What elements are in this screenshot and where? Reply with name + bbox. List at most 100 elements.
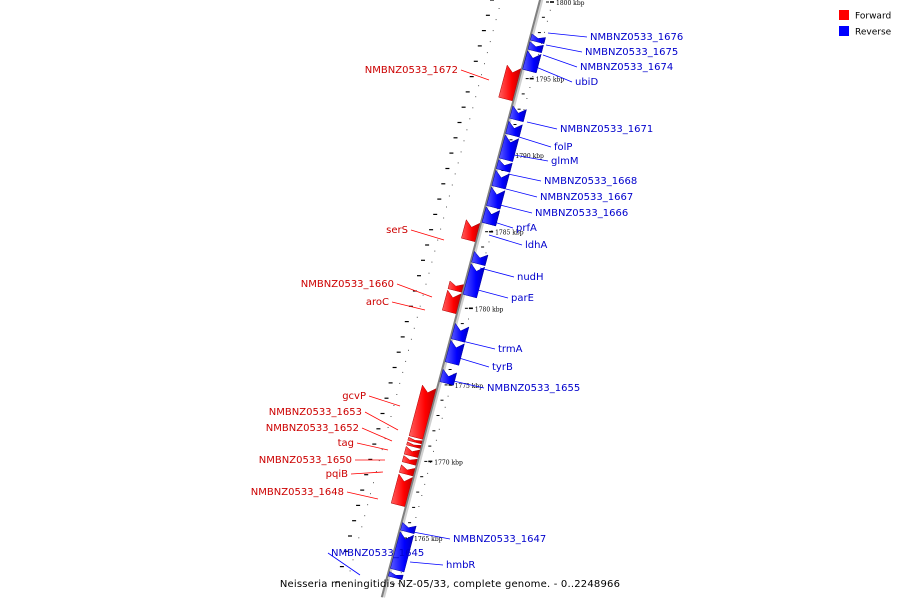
gene-arrow-nmbnz0533_1647[interactable] [400,522,417,535]
gene-arrow-sers[interactable] [461,219,481,243]
gene-arrow-nmbnz0533_1655[interactable] [439,368,458,386]
gene-label-tag[interactable]: tag [338,438,354,449]
gene-arrow-nmbnz0533_1667[interactable] [491,169,510,190]
gene-label-nmbnz0533_1672[interactable]: NMBNZ0533_1672 [365,65,458,76]
gene-label-nmbnz0533_1650[interactable]: NMBNZ0533_1650 [259,455,352,466]
backbone-dot-left [498,8,500,9]
backbone-dot-left [425,283,427,285]
backbone-dot-left [416,316,418,318]
connector-nmbnz0533_1676 [547,32,588,38]
gene-label-sers[interactable]: serS [386,225,408,236]
gene-label-aroc[interactable]: aroC [366,297,389,308]
gene-arrow-tyrb[interactable] [444,339,465,366]
backbone-dot-left [434,250,436,252]
gene-arrow-nmbnz0533_1653[interactable] [407,436,423,445]
gene-arrow-aroc[interactable] [441,289,462,315]
gene-label-ubid[interactable]: ubiD [575,77,598,88]
backbone-dot-left [481,74,482,76]
backbone-dot-left [349,570,351,572]
gene-arrow-nmbnz0533_1652[interactable] [406,441,422,449]
gene-label-nmbnz0533_1666[interactable]: NMBNZ0533_1666 [535,208,628,219]
legend-label-forward: Forward [855,12,891,22]
gene-arrow-ubid[interactable] [522,50,542,74]
backbone-dot-left [446,206,447,208]
gene-arrow-folp[interactable] [505,120,523,138]
backbone-dot-left [475,96,477,98]
connector-nmbnz0533_1675 [545,44,583,53]
gene-label-nmbnz0533_1667[interactable]: NMBNZ0533_1667 [540,192,633,203]
gene-arrow-nmbnz0533_1660[interactable] [447,280,464,293]
gene-arrow-hmbr[interactable] [390,531,415,573]
gene-label-glmm[interactable]: glmM [551,156,579,167]
backbone-dot-right [444,406,446,408]
backbone-dot-left [352,559,354,561]
backbone-dot-left [431,261,433,263]
gene-label-nmbnz0533_1653[interactable]: NMBNZ0533_1653 [269,407,362,418]
gene-arrow-pqib[interactable] [398,464,416,477]
backbone-dot-left [492,30,494,32]
backbone-dot-right [544,31,545,33]
gene-arrow-nmbnz0533_1668[interactable] [495,159,513,173]
gene-label-nmbnz0533_1676[interactable]: NMBNZ0533_1676 [590,32,683,43]
connector-nmbnz0533_1672 [460,69,490,81]
gene-arrow-nmbnz0533_1648[interactable] [390,473,413,507]
gene-label-folp[interactable]: folP [554,142,572,153]
gene-label-nmbnz0533_1655[interactable]: NMBNZ0533_1655 [487,383,580,394]
connector-ldha [488,234,523,246]
backbone-dot-right [523,109,525,110]
backbone-dot-right [488,241,490,243]
gene-arrow-pare[interactable] [462,263,486,299]
gene-label-ldha[interactable]: ldhA [525,240,547,251]
backbone-dot-left [484,63,485,65]
gene-arrow-nmbnz0533_1650[interactable] [401,455,418,466]
gene-arrow-nudh[interactable] [471,250,489,267]
tick-label: 1795 kbp [536,77,565,84]
gene-arrow-nmbnz0533_1675[interactable] [527,41,544,54]
backbone-dot-left [466,129,468,131]
connector-nmbnz0533_1674 [542,54,578,68]
backbone-dot-left [489,41,491,43]
gene-label-trma[interactable]: trmA [498,344,523,355]
gene-arrow-glmm[interactable] [498,134,520,162]
backbone-dot-right [397,583,399,585]
gene-arrow-ldha[interactable] [481,206,501,227]
backbone-dot-right [497,208,499,210]
backbone-dot-right [468,318,469,320]
connector-nmbnz0533_1660 [396,283,433,298]
gene-label-tyrb[interactable]: tyrB [492,362,513,373]
gene-label-prfa[interactable]: prfA [516,223,537,234]
backbone-dot-right [400,572,402,574]
backbone-dot-right [526,98,528,99]
gene-label-nmbnz0533_1668[interactable]: NMBNZ0533_1668 [544,176,637,187]
gene-arrow-nmbnz0533_1666[interactable] [486,186,506,210]
backbone-dot-left [370,493,371,495]
backbone-dot-left [460,151,462,153]
connector-nmbnz0533_1667 [505,188,538,198]
gene-label-nmbnz0533_1674[interactable]: NMBNZ0533_1674 [580,62,673,73]
gene-label-nudh[interactable]: nudH [517,272,544,283]
gene-label-pqib[interactable]: pqiB [326,469,348,480]
backbone-dot-left [469,118,471,120]
gene-arrow-gcvp[interactable] [408,384,437,440]
gene-label-nmbnz0533_1645[interactable]: NMBNZ0533_1645 [331,548,424,559]
gene-label-gcvp[interactable]: gcvP [342,391,366,402]
gene-label-nmbnz0533_1675[interactable]: NMBNZ0533_1675 [585,47,678,58]
gene-label-hmbr[interactable]: hmbR [446,560,475,571]
gene-arrow-nmbnz0533_1645[interactable] [388,571,404,581]
gene-label-nmbnz0533_1660[interactable]: NMBNZ0533_1660 [301,279,394,290]
gene-label-nmbnz0533_1647[interactable]: NMBNZ0533_1647 [453,534,546,545]
label-connectors [327,32,588,576]
gene-label-pare[interactable]: parE [511,293,534,304]
gene-arrow-tag[interactable] [403,445,421,458]
tick-label: 1790 kbp [515,153,544,160]
backbone-dot-left [375,471,377,473]
gene-arrow-trma[interactable] [450,322,470,343]
gene-arrow-nmbnz0533_1672[interactable] [498,64,522,102]
backbone-dot-left [361,526,363,528]
gene-label-nmbnz0533_1648[interactable]: NMBNZ0533_1648 [251,487,344,498]
gene-label-nmbnz0533_1671[interactable]: NMBNZ0533_1671 [560,124,653,135]
gene-arrow-nmbnz0533_1671[interactable] [509,105,527,123]
gene-arrow-nmbnz0533_1676[interactable] [530,33,546,45]
backbone-dot-left [408,349,409,351]
gene-label-nmbnz0533_1652[interactable]: NMBNZ0533_1652 [266,423,359,434]
